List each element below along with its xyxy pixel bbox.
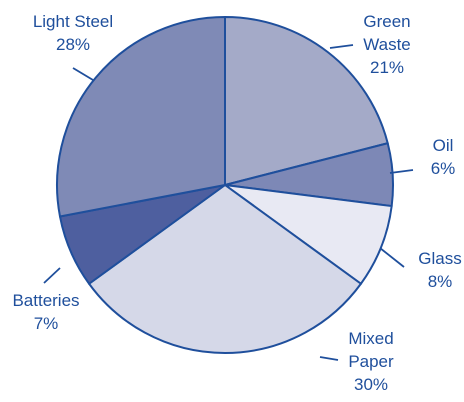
slice-label-mixed-paper: Mixed Paper 30% xyxy=(348,329,394,394)
pie-slice-mixed-paper xyxy=(88,184,362,354)
slice-name-oil: Oil xyxy=(433,136,454,155)
slice-value-glass: 8% xyxy=(428,272,453,291)
slice-name-light-steel: Light Steel xyxy=(33,12,113,31)
leader-line-glass xyxy=(379,247,405,268)
slice-value-mixed-paper: 30% xyxy=(354,375,388,394)
slice-value-light-steel: 28% xyxy=(56,35,90,54)
slice-name-green-waste: Waste xyxy=(363,35,411,54)
leader-line-oil xyxy=(389,169,414,174)
pie-slice-green-waste xyxy=(224,16,389,186)
leader-line-mixed-paper xyxy=(319,356,339,361)
slice-name-batteries: Batteries xyxy=(12,291,79,310)
slice-label-oil: Oil 6% xyxy=(431,136,456,178)
slice-labels: Green Waste 21% Oil 6% Glass 8% Mixed Paper 30% Ba… xyxy=(12,12,461,394)
leader-line-green-waste xyxy=(329,44,354,49)
slice-name-glass: Glass xyxy=(418,249,461,268)
slice-label-glass: Glass 8% xyxy=(418,249,461,291)
slice-value-green-waste: 21% xyxy=(370,58,404,77)
slice-label-green-waste: Green Waste 21% xyxy=(363,12,411,77)
leader-lines xyxy=(43,44,414,361)
slice-name-mixed-paper: Paper xyxy=(348,352,394,371)
slice-value-batteries: 7% xyxy=(34,314,59,333)
slice-label-light-steel: Light Steel 28% xyxy=(33,12,113,54)
pie-slices xyxy=(56,16,395,354)
leader-line-batteries xyxy=(43,267,61,284)
slice-value-oil: 6% xyxy=(431,159,456,178)
slice-label-batteries: Batteries 7% xyxy=(12,291,79,333)
pie-slice-light-steel xyxy=(56,16,226,218)
slice-name-mixed-paper: Mixed xyxy=(348,329,393,348)
leader-line-light-steel xyxy=(72,67,94,81)
slice-name-green-waste: Green xyxy=(363,12,410,31)
